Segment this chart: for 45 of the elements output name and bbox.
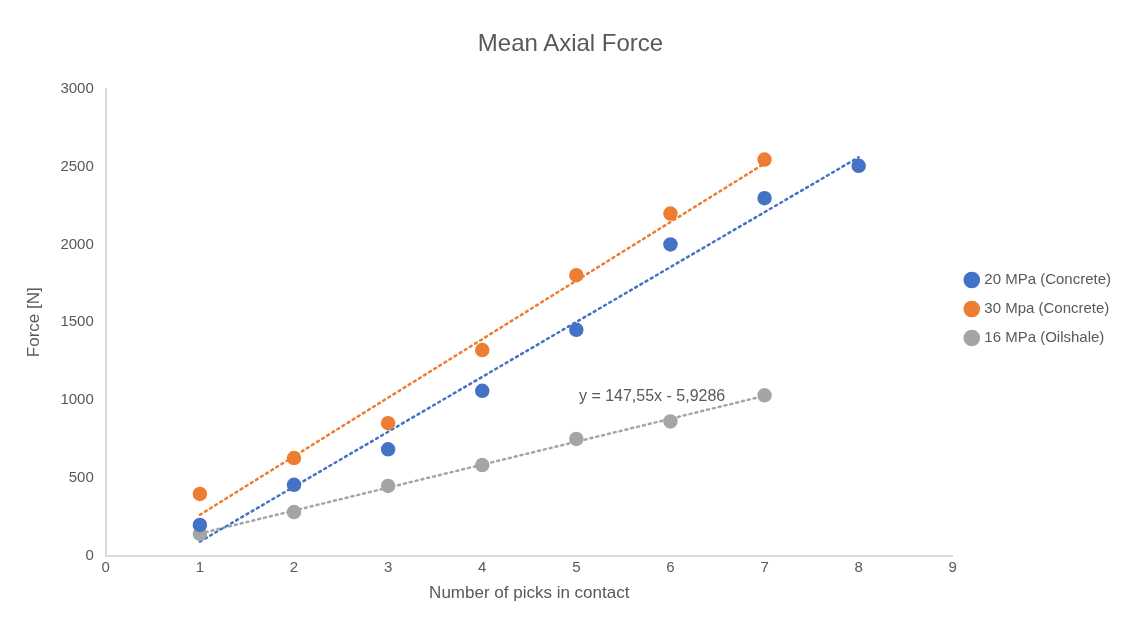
x-tick-label: 7: [760, 557, 769, 575]
point: [663, 414, 678, 429]
point: [474, 457, 490, 473]
annotation: y = 147,55x - 5,9286: [578, 387, 726, 405]
point: [380, 442, 396, 457]
x-tick-label: 5: [572, 557, 581, 575]
x-tick-label: 1: [195, 557, 205, 575]
point: [286, 450, 302, 466]
y-tick-label: 2500: [60, 156, 94, 174]
point: [851, 158, 866, 174]
point: [663, 206, 678, 221]
point: [757, 152, 772, 167]
point: [474, 383, 490, 399]
point: [286, 477, 302, 493]
point: [380, 415, 396, 431]
x-tick-label: 3: [383, 557, 393, 575]
x-tick-label: 0: [101, 557, 110, 575]
x-tick-label: 9: [948, 557, 957, 575]
legend-label: 30 Mpa (Concrete): [984, 299, 1110, 317]
x-axis-title: Number of picks in contact: [429, 583, 630, 603]
y-tick-label: 500: [68, 467, 94, 485]
y-tick-label: 0: [85, 545, 94, 563]
y-tick-label: 1000: [60, 390, 94, 408]
point: [569, 267, 584, 283]
x-tick-label: 4: [478, 557, 487, 575]
y-tick-label: 2000: [60, 234, 94, 252]
point: [757, 190, 772, 206]
point: [192, 486, 208, 502]
legend-label: 20 MPa (Concrete): [984, 270, 1111, 288]
y-tick-label: 3000: [60, 78, 94, 96]
point: [569, 322, 584, 338]
point: [192, 517, 208, 533]
legend-label: 16 MPa (Oilshale): [984, 328, 1105, 346]
point: [757, 388, 772, 403]
x-tick-label: 8: [854, 557, 863, 575]
point: [663, 237, 678, 252]
point: [569, 431, 584, 447]
x-tick-label: 2: [289, 557, 299, 575]
chart-title: Mean Axial Force: [477, 29, 664, 57]
point: [474, 342, 490, 358]
y-axis-title: Force [N]: [23, 287, 43, 358]
point: [380, 478, 396, 494]
x-tick-label: 6: [666, 557, 675, 575]
y-tick-label: 1500: [60, 312, 94, 330]
point: [286, 504, 302, 520]
